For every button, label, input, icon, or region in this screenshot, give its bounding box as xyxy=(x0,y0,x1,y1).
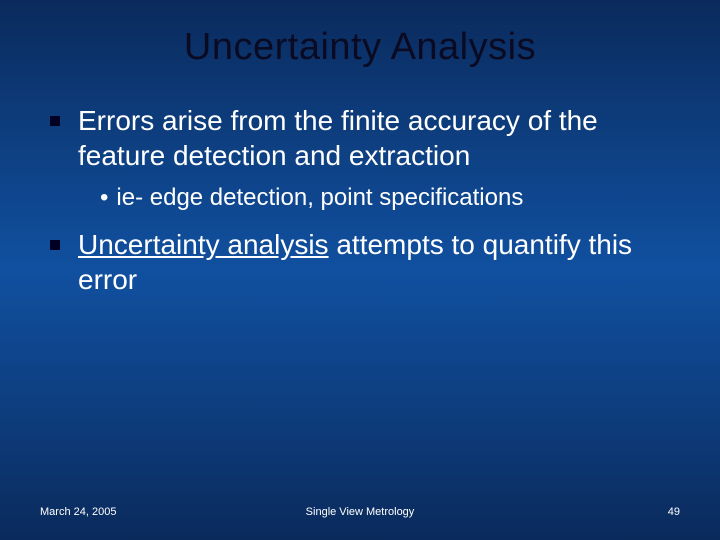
slide-body: Errors arise from the finite accuracy of… xyxy=(40,103,680,297)
sub-bullet-text: ie- edge detection, point specifications xyxy=(116,183,523,213)
bullet-text: Errors arise from the finite accuracy of… xyxy=(78,103,680,173)
footer-date: March 24, 2005 xyxy=(40,506,253,518)
underline-span: Uncertainty analysis xyxy=(78,229,329,260)
square-bullet-icon xyxy=(50,240,60,250)
slide-footer: March 24, 2005 Single View Metrology 49 xyxy=(0,506,720,518)
footer-title: Single View Metrology xyxy=(253,506,466,518)
square-bullet-icon xyxy=(50,116,60,126)
round-bullet-icon: • xyxy=(100,183,108,213)
footer-page: 49 xyxy=(467,506,680,518)
bullet-item: Errors arise from the finite accuracy of… xyxy=(40,103,680,173)
bullet-item: Uncertainty analysis attempts to quantif… xyxy=(40,227,680,297)
slide-title: Uncertainty Analysis xyxy=(40,26,680,69)
bullet-text: Uncertainty analysis attempts to quantif… xyxy=(78,227,680,297)
slide-container: Uncertainty Analysis Errors arise from t… xyxy=(0,0,720,540)
sub-bullet-item: • ie- edge detection, point specificatio… xyxy=(40,183,680,213)
